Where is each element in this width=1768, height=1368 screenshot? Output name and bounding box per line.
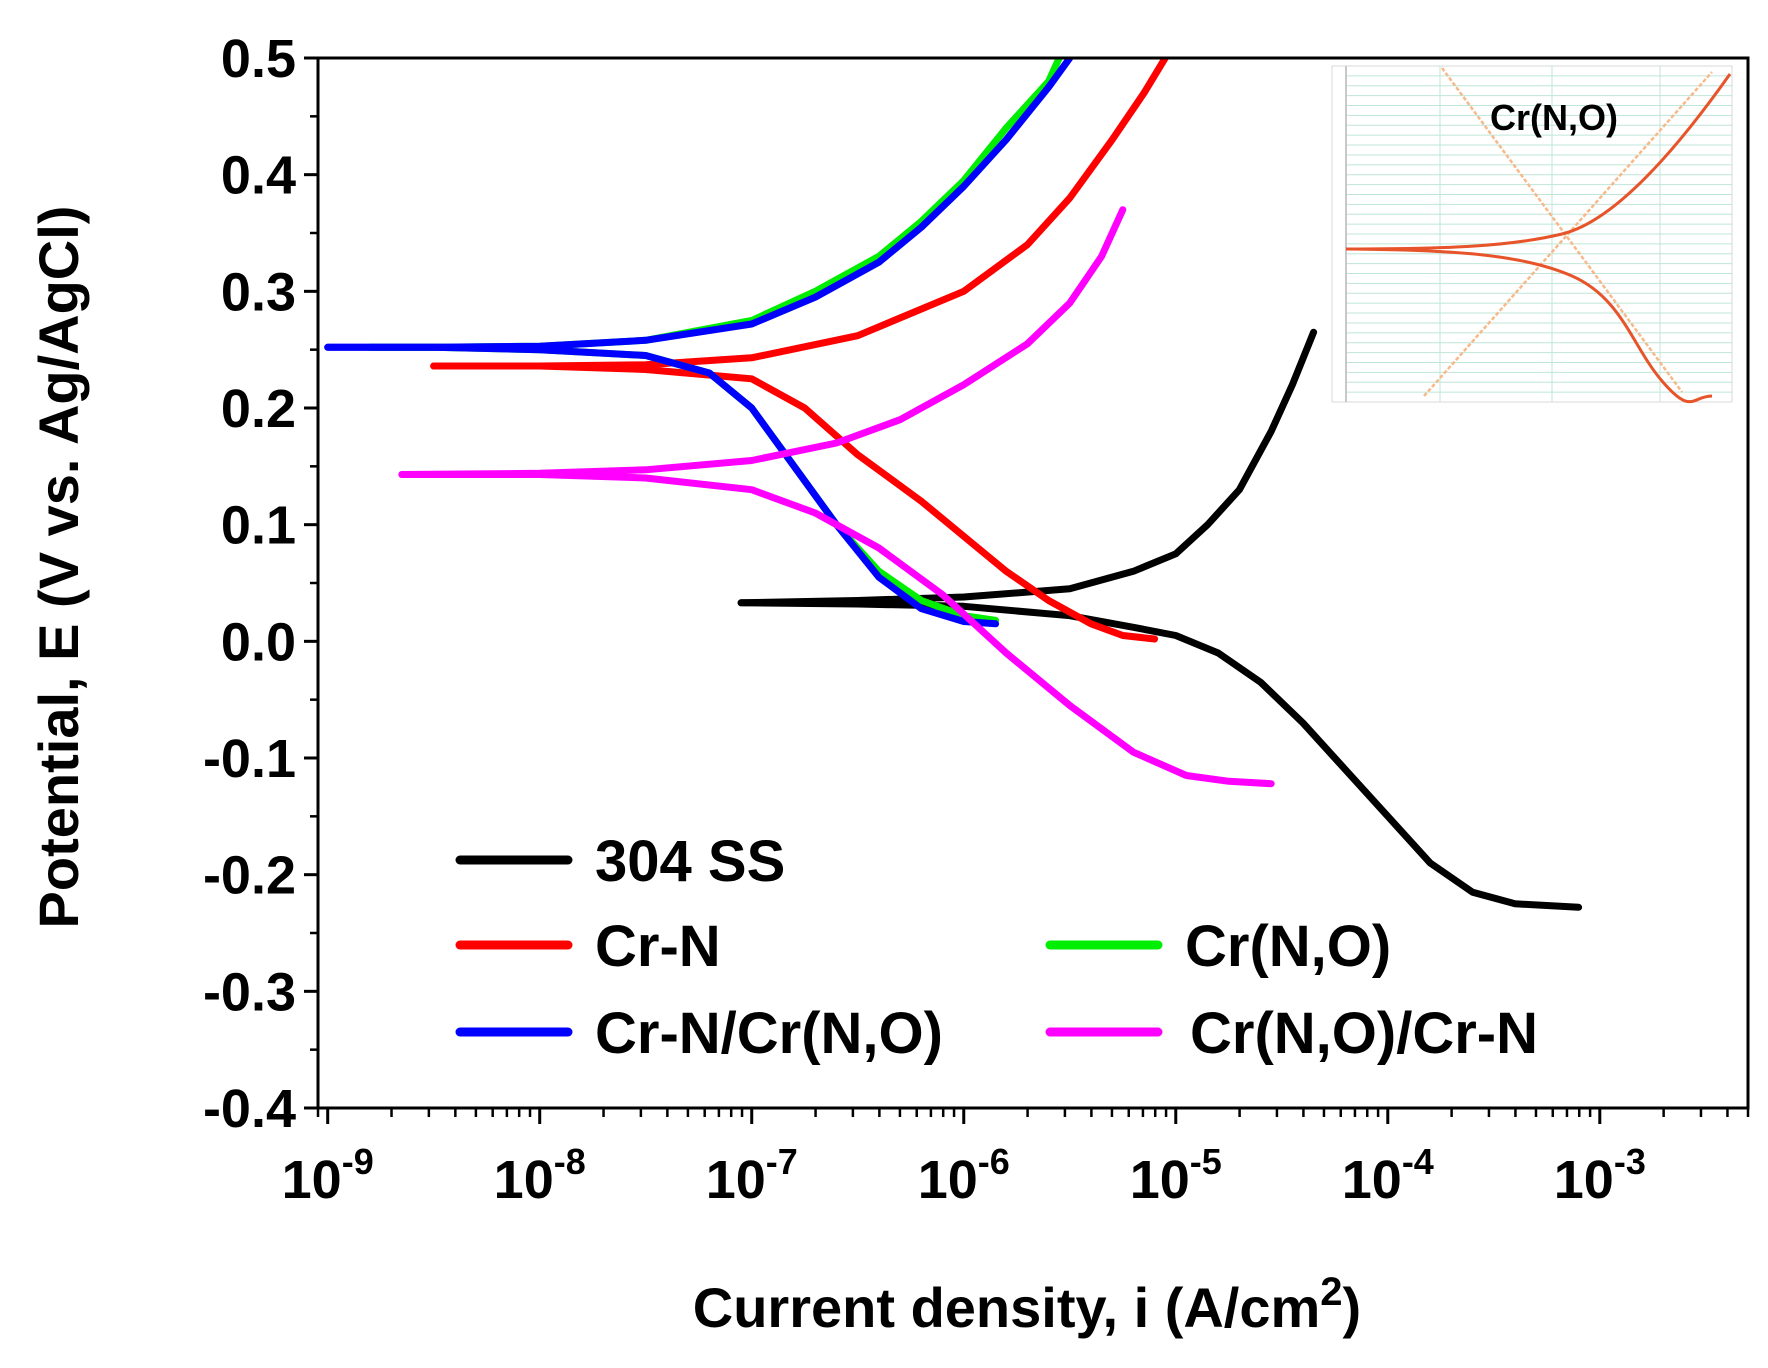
x-tick-label: 10-8 [494, 1141, 586, 1210]
x-tick-label: 10-9 [282, 1141, 374, 1210]
legend-label-cr-n-o-cr-n: Cr(N,O)/Cr-N [1190, 1001, 1538, 1066]
legend-label-cr-n-o: Cr(N,O) [1185, 914, 1391, 979]
y-tick-label: 0.0 [221, 612, 296, 672]
y-tick-label: 0.2 [221, 379, 296, 439]
series-cr-n-cathodic-line [430, 362, 1159, 643]
inset-label: Cr(N,O) [1490, 97, 1618, 138]
x-tick-label: 10-5 [1130, 1141, 1222, 1210]
x-tick-label: 10-6 [918, 1141, 1010, 1210]
x-tick-label: 10-3 [1554, 1141, 1646, 1210]
series-cr-n-o-cr-n-cathodic-line [398, 471, 1275, 788]
y-tick-label: 0.3 [221, 262, 296, 322]
series-304-ss-anodic-line [737, 328, 1318, 607]
series-304-ss-cathodic-line [737, 599, 1583, 911]
inset-tafel-line-cathodic [1440, 67, 1684, 393]
y-tick-label: -0.4 [203, 1079, 296, 1139]
x-tick-label: 10-7 [706, 1141, 798, 1210]
x-tick-label: 10-4 [1342, 1141, 1434, 1210]
series-layer [324, 58, 1583, 911]
legend-label-cr-n-cr-n-o: Cr-N/Cr(N,O) [595, 1001, 943, 1066]
inset-curve-anodic [1345, 73, 1732, 251]
y-tick-label: -0.3 [203, 962, 296, 1022]
inset-curve-cathodic [1345, 247, 1713, 404]
legend: 304 SS Cr-N Cr(N,O) Cr-N/Cr(N,O) Cr(N,O)/Cr-… [455, 829, 1538, 1066]
y-tick-label: -0.2 [203, 846, 296, 906]
y-tick-label: 0.4 [221, 146, 296, 206]
x-axis-label-sup: 2 [1320, 1270, 1342, 1314]
x-axis-label: Current density, i (A/cm2) [693, 1270, 1361, 1339]
axes-layer: -0.4 -0.3 -0.2 -0.1 0.0 0.1 0.2 0.3 0.4 0.5 10-9 10… [203, 29, 1750, 1210]
inset-tafel-line-anodic [1423, 71, 1713, 397]
series-cr-n-o-cr-n-anodic-line [398, 206, 1127, 478]
x-axis-label-main: Current density, i (A/cm [693, 1276, 1321, 1339]
x-axis-label-close: ) [1343, 1276, 1362, 1339]
y-tick-label: 0.5 [221, 29, 296, 89]
series-cr-n-cr-n-o-cathodic-line [324, 343, 1000, 628]
y-axis-label: Potential, E (V vs. Ag/AgCl) [27, 206, 90, 929]
y-tick-label: -0.1 [203, 729, 296, 789]
legend-label-304-ss: 304 SS [595, 829, 785, 894]
inset-layer: Cr(N,O) [1331, 65, 1733, 404]
legend-label-cr-n: Cr-N [595, 914, 721, 979]
y-tick-label: 0.1 [221, 496, 296, 556]
